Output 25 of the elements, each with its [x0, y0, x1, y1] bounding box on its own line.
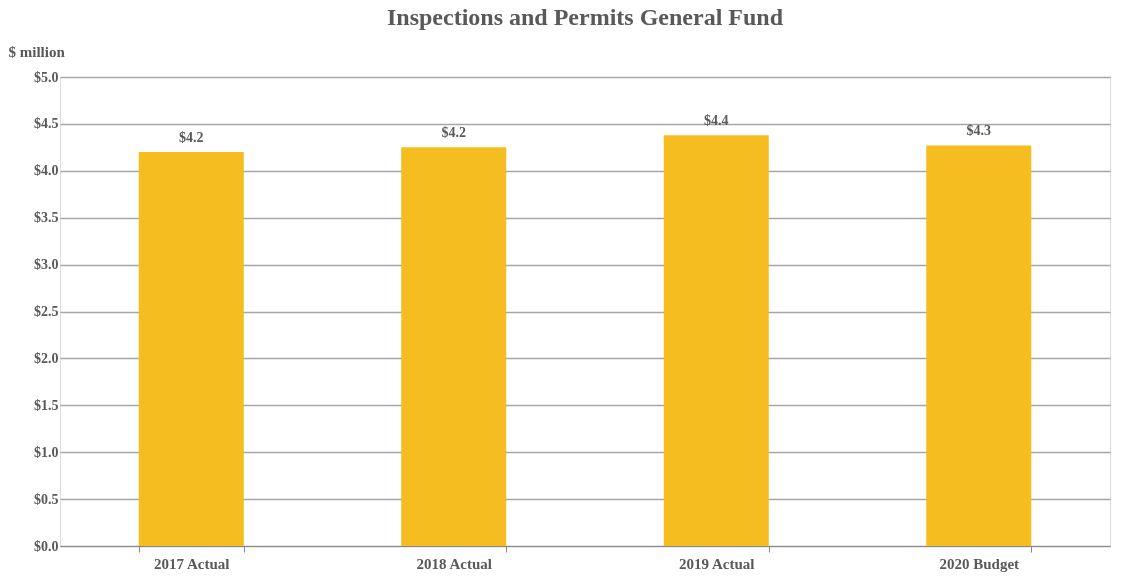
y-tick-label: $0.5 — [34, 491, 59, 507]
bar — [926, 145, 1032, 546]
x-tick-label: 2018 Actual — [416, 555, 492, 572]
data-label: $4.3 — [966, 123, 991, 139]
chart-title: Inspections and Permits General Fund — [386, 4, 784, 30]
y-tick-label: $3.5 — [34, 210, 59, 226]
y-tick-label: $5.0 — [34, 69, 59, 85]
y-tick-label: $2.0 — [34, 350, 59, 366]
bar — [401, 147, 507, 546]
bar — [138, 152, 244, 546]
y-tick-label: $4.0 — [34, 163, 59, 179]
data-label: $4.4 — [704, 113, 729, 129]
data-label: $4.2 — [441, 125, 466, 141]
y-tick-label: $1.5 — [34, 397, 59, 413]
data-label: $4.2 — [179, 130, 204, 146]
bar — [663, 135, 769, 546]
x-tick-label: 2019 Actual — [679, 555, 755, 572]
y-tick-label: $2.5 — [34, 304, 59, 319]
y-tick-label: $0.0 — [34, 538, 59, 554]
x-tick-label: 2020 Budget — [939, 555, 1020, 572]
y-axis-title: $ million — [8, 43, 66, 60]
y-tick-label: $4.5 — [34, 116, 59, 132]
y-tick-label: $1.0 — [34, 444, 59, 460]
x-tick-label: 2017 Actual — [154, 555, 230, 572]
y-tick-label: $3.0 — [34, 257, 59, 273]
